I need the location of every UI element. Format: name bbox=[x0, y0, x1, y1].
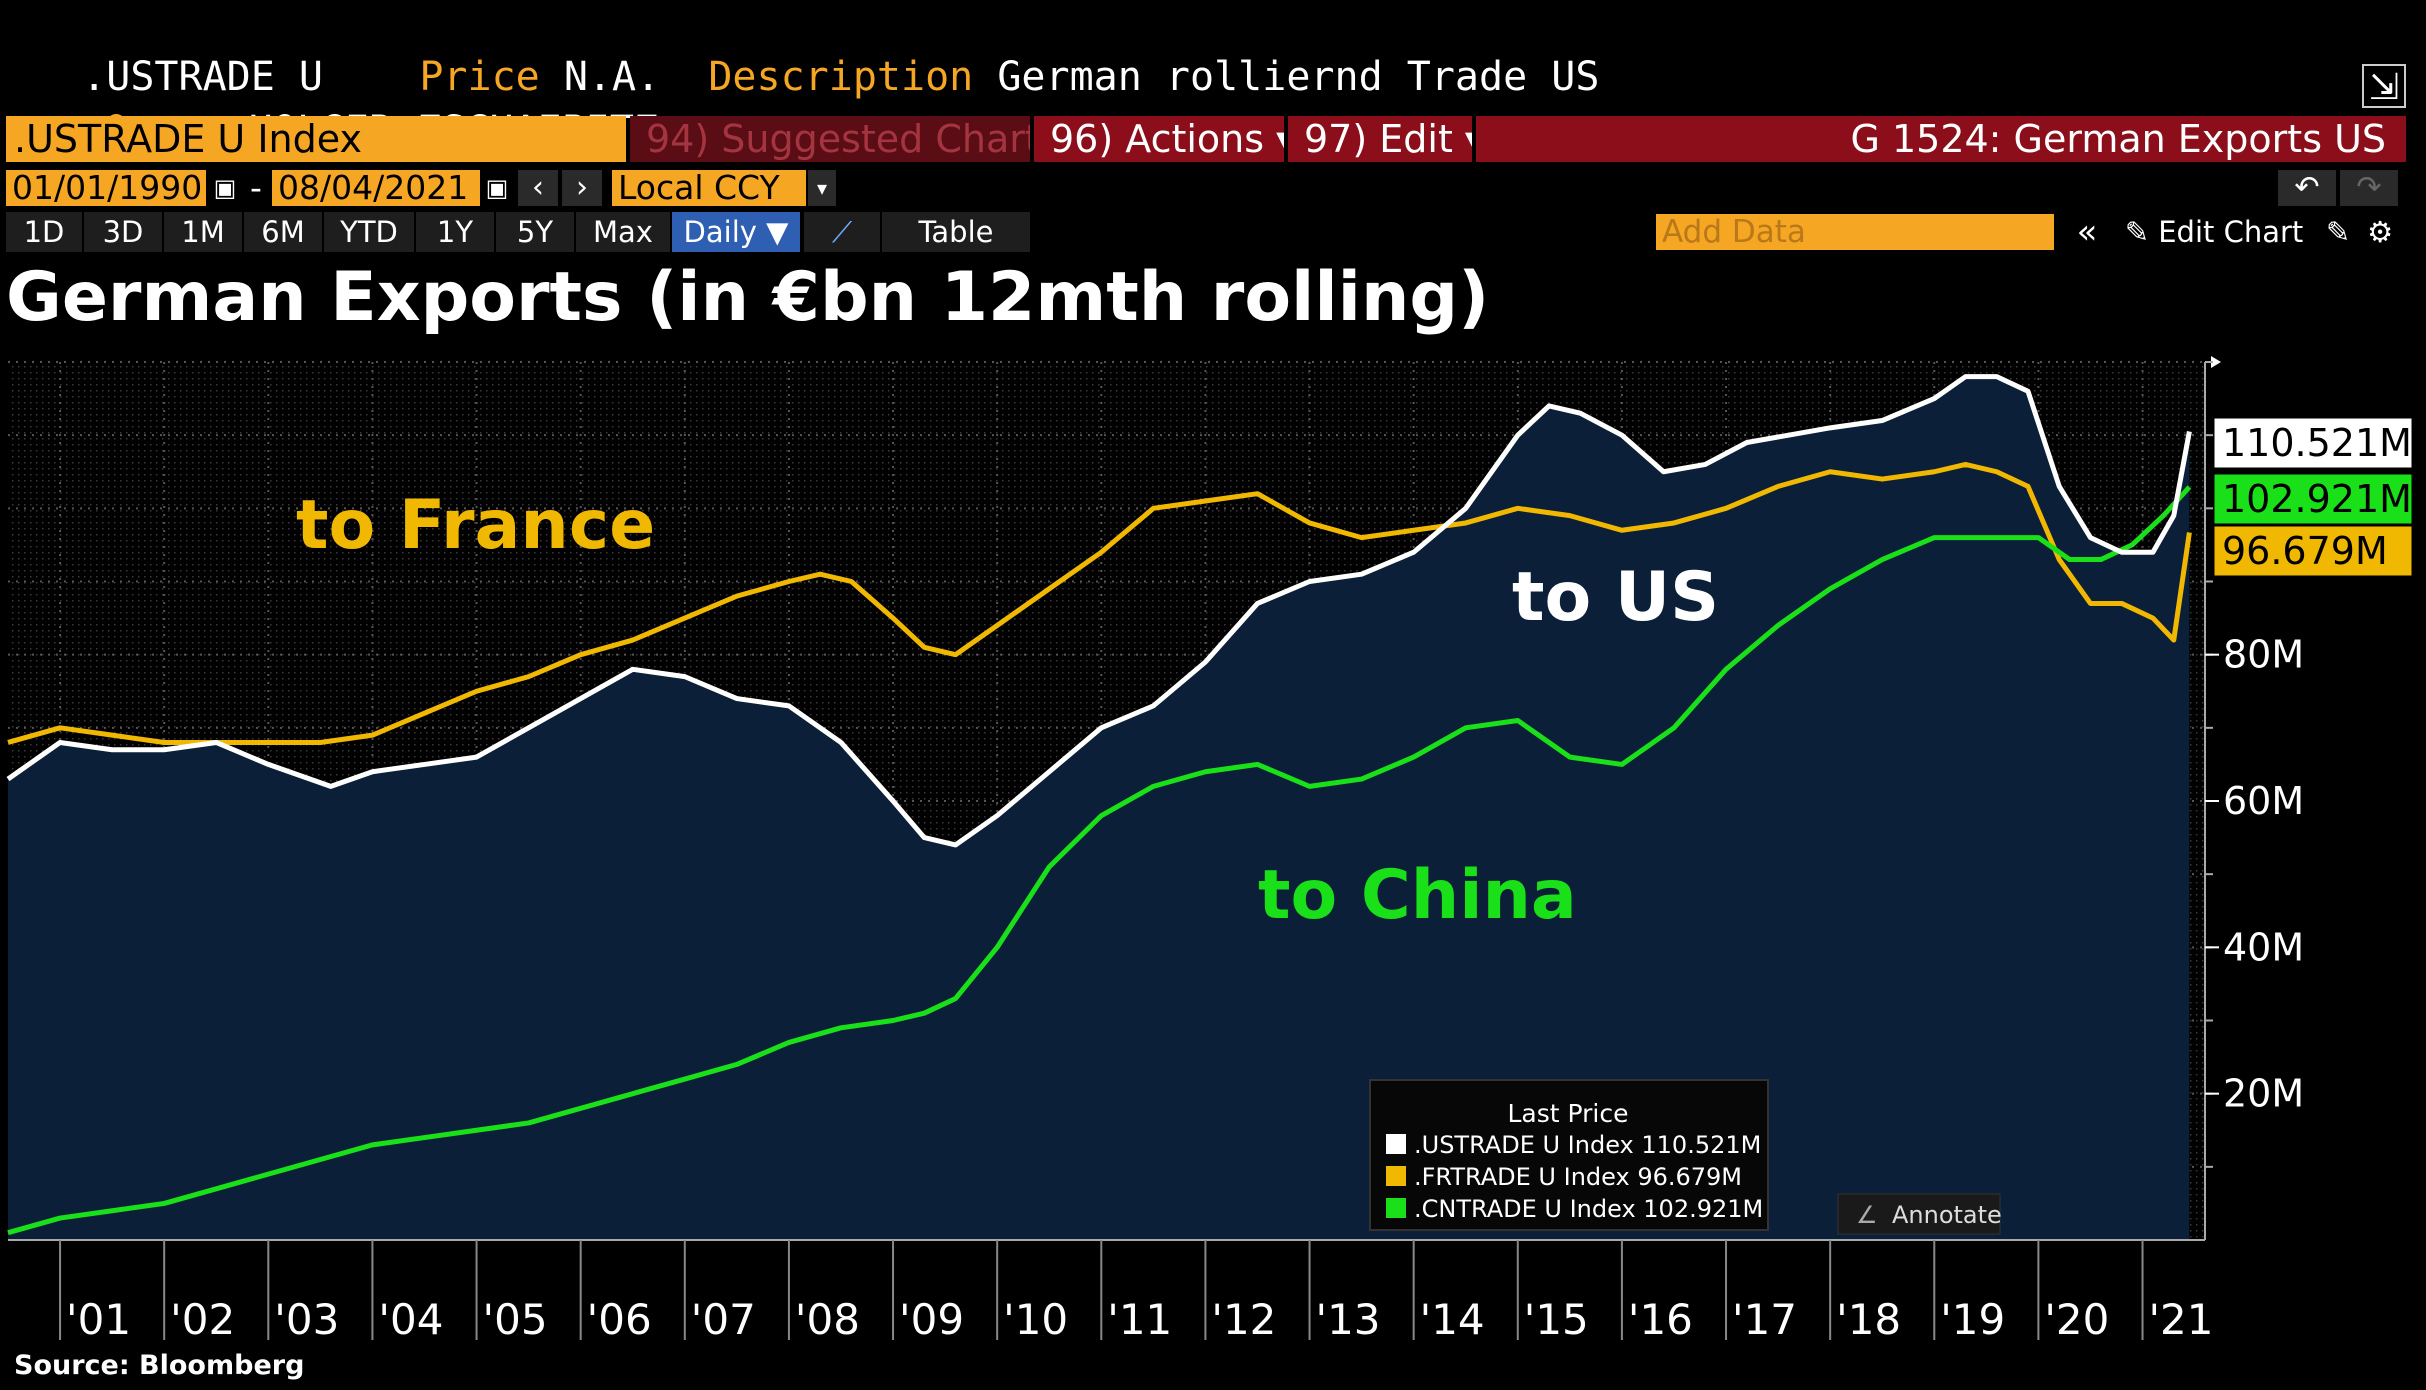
us-area bbox=[8, 376, 2190, 1241]
x-tick-label: '13 bbox=[1316, 1295, 1381, 1344]
price-label: Price bbox=[419, 54, 540, 100]
x-tick-label: '14 bbox=[1420, 1295, 1485, 1344]
legend: Last Price .USTRADE U Index 110.521M .FR… bbox=[1369, 1079, 1769, 1231]
chart-id: G 1524: German Exports US bbox=[1476, 116, 2406, 162]
last-value-france: 96.679M bbox=[2222, 529, 2388, 573]
period-6m[interactable]: 6M bbox=[244, 212, 322, 252]
chart-title: German Exports (in €bn 12mth rolling) bbox=[6, 258, 1490, 337]
ticker: .USTRADE U bbox=[82, 54, 323, 100]
x-axis: '01 '02 '03 '04 '05 '06 '07 '08 '09 '10 '11 '12 '13 '… bbox=[8, 1239, 2214, 1344]
last-value-us: 110.521M bbox=[2222, 421, 2412, 465]
table-button[interactable]: Table bbox=[882, 212, 1030, 252]
legend-item-france: .FRTRADE U Index 96.679M bbox=[1414, 1163, 1742, 1191]
redo-icon[interactable]: ↷ bbox=[2340, 170, 2398, 206]
command-bar: .USTRADE U Index 94) Suggested Charts 96… bbox=[6, 116, 2406, 162]
annotation-us: to US bbox=[1512, 558, 1719, 637]
source-note: Source: Bloomberg bbox=[14, 1350, 305, 1381]
legend-swatch-france bbox=[1386, 1166, 1406, 1186]
security-field[interactable]: .USTRADE U Index bbox=[6, 116, 626, 162]
x-tick-label: '02 bbox=[170, 1295, 235, 1344]
date-separator: - bbox=[250, 168, 262, 207]
prev-period-button[interactable]: ‹ bbox=[518, 170, 558, 206]
legend-swatch-us bbox=[1386, 1134, 1406, 1154]
y-tick-label: 40M bbox=[2223, 925, 2304, 969]
add-data-input[interactable]: Add Data bbox=[1656, 214, 2054, 250]
start-date-field[interactable]: 01/01/1990 bbox=[6, 170, 206, 206]
x-tick-label: '16 bbox=[1628, 1295, 1693, 1344]
series-line-us bbox=[6, 374, 2192, 848]
undo-icon[interactable]: ↶ bbox=[2278, 170, 2336, 206]
frequency-select[interactable]: Daily ▼ bbox=[672, 212, 800, 252]
last-label-france: 96.679M bbox=[2213, 525, 2413, 577]
x-tick-label: '11 bbox=[1107, 1295, 1172, 1344]
date-bar: 01/01/1990 ▣ - 08/04/2021 ▣ ‹ › Local CC… bbox=[6, 170, 2406, 206]
x-tick-label: '04 bbox=[378, 1295, 443, 1344]
y-axis: 20M 40M 60M 80M bbox=[2204, 356, 2304, 1240]
header-line-1: .USTRADE U Price N.A. Description German… bbox=[34, 8, 1599, 100]
currency-dropdown-icon[interactable]: ▾ bbox=[808, 170, 836, 206]
x-tick-label: '05 bbox=[483, 1295, 548, 1344]
annotate-icon: ∠ bbox=[1856, 1201, 1878, 1229]
edit-chart-button[interactable]: ✎ Edit Chart bbox=[2114, 212, 2314, 252]
next-period-button[interactable]: › bbox=[562, 170, 602, 206]
annotate-label: Annotate bbox=[1892, 1201, 2002, 1229]
period-1y[interactable]: 1Y bbox=[416, 212, 494, 252]
legend-title: Last Price bbox=[1507, 1099, 1628, 1128]
y-axis-arrow bbox=[2211, 356, 2221, 368]
last-label-china: 102.921M bbox=[2213, 473, 2413, 525]
collapse-icon[interactable]: « bbox=[2062, 212, 2112, 252]
currency-select[interactable]: Local CCY bbox=[612, 170, 806, 206]
y-tick-label: 60M bbox=[2223, 779, 2304, 823]
series-line-china bbox=[7, 485, 2192, 1236]
x-tick-label: '03 bbox=[274, 1295, 339, 1344]
x-tick-label: '17 bbox=[1732, 1295, 1797, 1344]
x-tick-label: '09 bbox=[899, 1295, 964, 1344]
draw-icon[interactable]: ✎ bbox=[2318, 212, 2358, 252]
start-calendar-icon[interactable]: ▣ bbox=[210, 170, 240, 206]
x-tick-label: '10 bbox=[1003, 1295, 1068, 1344]
actions-menu[interactable]: 96) Actions ▾ bbox=[1034, 116, 1284, 162]
x-tick-label: '21 bbox=[2149, 1295, 2214, 1344]
settings-icon[interactable]: ⚙ bbox=[2360, 212, 2400, 252]
annotation-france: to France bbox=[296, 486, 655, 565]
popout-icon[interactable]: ⇲ bbox=[2362, 64, 2406, 108]
period-max[interactable]: Max bbox=[576, 212, 670, 252]
description-value: German rolliernd Trade US bbox=[997, 54, 1600, 100]
x-tick-label: '07 bbox=[691, 1295, 756, 1344]
period-5y[interactable]: 5Y bbox=[496, 212, 574, 252]
x-tick-label: '08 bbox=[795, 1295, 860, 1344]
annotation-china: to China bbox=[1258, 856, 1577, 935]
last-label-us: 110.521M bbox=[2213, 417, 2413, 469]
period-3d[interactable]: 3D bbox=[84, 212, 162, 252]
x-tick-label: '19 bbox=[1940, 1295, 2005, 1344]
edit-menu[interactable]: 97) Edit ▾ bbox=[1288, 116, 1472, 162]
x-tick-label: '06 bbox=[587, 1295, 652, 1344]
legend-swatch-china bbox=[1386, 1198, 1406, 1218]
x-tick-label: '20 bbox=[2044, 1295, 2109, 1344]
end-date-field[interactable]: 08/04/2021 bbox=[272, 170, 480, 206]
period-1m[interactable]: 1M bbox=[164, 212, 242, 252]
description-label: Description bbox=[708, 54, 974, 100]
y-tick-label: 80M bbox=[2223, 633, 2304, 677]
period-ytd[interactable]: YTD bbox=[324, 212, 414, 252]
line-chart-icon[interactable]: ⟋ bbox=[804, 212, 880, 252]
x-tick-label: '12 bbox=[1211, 1295, 1276, 1344]
last-value-china: 102.921M bbox=[2222, 477, 2412, 521]
legend-item-china: .CNTRADE U Index 102.921M bbox=[1414, 1195, 1763, 1223]
price-value: N.A. bbox=[563, 54, 661, 100]
period-1d[interactable]: 1D bbox=[6, 212, 82, 252]
annotate-button[interactable]: ∠ Annotate bbox=[1837, 1193, 2002, 1235]
series-line-france bbox=[7, 461, 2192, 745]
y-tick-label: 20M bbox=[2223, 1072, 2304, 1116]
end-calendar-icon[interactable]: ▣ bbox=[482, 170, 512, 206]
x-tick-label: '15 bbox=[1524, 1295, 1589, 1344]
period-bar: 1D 3D 1M 6M YTD 1Y 5Y Max Daily ▼ ⟋ Tabl… bbox=[6, 212, 2406, 252]
suggested-charts-menu[interactable]: 94) Suggested Charts bbox=[630, 116, 1030, 162]
x-tick-label: '01 bbox=[66, 1295, 131, 1344]
legend-item-us: .USTRADE U Index 110.521M bbox=[1414, 1131, 1761, 1159]
x-tick-label: '18 bbox=[1836, 1295, 1901, 1344]
